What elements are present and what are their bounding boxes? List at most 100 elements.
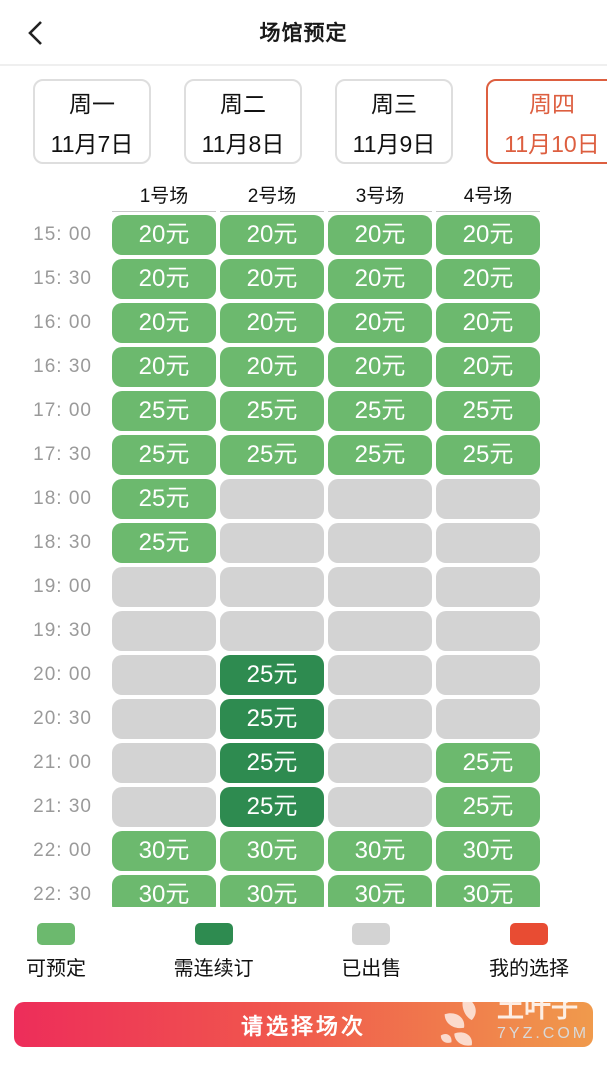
schedule-grid: 15: 00 20元 20元 20元 20元 15: 30 20元 20元 20元 20元 16: … [0, 215, 607, 907]
slot-cell-available[interactable]: 30元 [328, 831, 432, 871]
slot-cell-available[interactable]: 25元 [436, 787, 540, 827]
slot-cell-available[interactable]: 25元 [328, 435, 432, 475]
tab-date: 11月9日 [352, 130, 436, 157]
slot-cell-available[interactable]: 25元 [220, 391, 324, 431]
time-row: 18: 00 25元 [0, 479, 607, 519]
slot-cell-sold [436, 655, 540, 695]
time-label: 16: 00 [33, 312, 92, 333]
time-row: 22: 30 30元 30元 30元 30元 [0, 875, 607, 907]
legend-label: 我的选择 [488, 958, 569, 980]
slot-cell-available[interactable]: 30元 [436, 831, 540, 871]
time-row: 15: 00 20元 20元 20元 20元 [0, 215, 607, 255]
slot-cell-sold [328, 479, 432, 519]
select-session-button[interactable]: 请选择场次 [14, 1002, 593, 1047]
time-label: 16: 30 [33, 356, 92, 377]
time-label: 18: 30 [33, 532, 92, 553]
court-header-2: 2号场 [220, 181, 324, 212]
slot-cell-available[interactable]: 20元 [112, 215, 216, 255]
court-header-1: 1号场 [112, 181, 216, 212]
time-row: 17: 30 25元 25元 25元 25元 [0, 435, 607, 475]
tab-weekday: 周四 [529, 90, 575, 117]
slot-cell-sold [220, 611, 324, 651]
slot-cell-available[interactable]: 20元 [436, 259, 540, 299]
slot-cell-sold [328, 523, 432, 563]
legend-label: 可预定 [26, 958, 86, 980]
slot-cell-sold [328, 743, 432, 783]
tab-date: 11月7日 [50, 130, 134, 157]
legend-item-sold: 已出售 [341, 923, 401, 981]
slot-cell-available[interactable]: 20元 [112, 303, 216, 343]
slot-cell-sold [436, 699, 540, 739]
slot-cell-consecutive[interactable]: 25元 [220, 699, 324, 739]
slot-cell-available[interactable]: 20元 [328, 259, 432, 299]
slot-cell-available[interactable]: 25元 [436, 435, 540, 475]
time-row: 21: 30 25元 25元 [0, 787, 607, 827]
time-label: 19: 00 [33, 576, 92, 597]
date-tab-wed[interactable]: 周三 11月9日 [335, 79, 453, 164]
slot-cell-available[interactable]: 20元 [328, 347, 432, 387]
slot-cell-sold [328, 787, 432, 827]
slot-cell-consecutive[interactable]: 25元 [220, 787, 324, 827]
slot-cell-available[interactable]: 20元 [328, 215, 432, 255]
time-label: 21: 00 [33, 752, 92, 773]
chevron-left-icon [28, 21, 42, 45]
slot-cell-available[interactable]: 25元 [112, 435, 216, 475]
legend: 可预定 需连续订 已出售 我的选择 [0, 907, 607, 981]
slot-cell-available[interactable]: 25元 [436, 743, 540, 783]
slot-cell-available[interactable]: 20元 [436, 215, 540, 255]
time-row: 17: 00 25元 25元 25元 25元 [0, 391, 607, 431]
time-row: 16: 30 20元 20元 20元 20元 [0, 347, 607, 387]
time-row: 20: 00 25元 [0, 655, 607, 695]
time-label: 17: 00 [33, 400, 92, 421]
slot-cell-available[interactable]: 20元 [112, 259, 216, 299]
time-row: 15: 30 20元 20元 20元 20元 [0, 259, 607, 299]
slot-cell-consecutive[interactable]: 25元 [220, 655, 324, 695]
slot-cell-available[interactable]: 20元 [112, 347, 216, 387]
legend-swatch-consecutive [194, 923, 233, 945]
slot-cell-available[interactable]: 20元 [328, 303, 432, 343]
legend-item-selected: 我的选择 [489, 923, 569, 981]
date-tab-tue[interactable]: 周二 11月8日 [184, 79, 302, 164]
date-tab-bar: 周一 11月7日 周二 11月8日 周三 11月9日 周四 11月10日 [0, 66, 607, 164]
slot-cell-available[interactable]: 30元 [220, 831, 324, 871]
slot-cell-sold [112, 787, 216, 827]
slot-cell-available[interactable]: 30元 [220, 875, 324, 907]
tab-weekday: 周一 [69, 90, 115, 117]
time-label: 17: 30 [33, 444, 92, 465]
court-header-row: 1号场 2号场 3号场 4号场 [0, 181, 607, 212]
slot-cell-sold [220, 523, 324, 563]
date-tab-mon[interactable]: 周一 11月7日 [33, 79, 151, 164]
time-row: 16: 00 20元 20元 20元 20元 [0, 303, 607, 343]
slot-cell-available[interactable]: 25元 [112, 391, 216, 431]
tab-weekday: 周二 [220, 90, 266, 117]
slot-cell-available[interactable]: 30元 [112, 831, 216, 871]
slot-cell-available[interactable]: 30元 [328, 875, 432, 907]
app-bar: 场馆预定 [0, 0, 607, 66]
slot-cell-sold [112, 611, 216, 651]
slot-cell-sold [436, 611, 540, 651]
slot-cell-available[interactable]: 25元 [220, 435, 324, 475]
slot-cell-available[interactable]: 25元 [328, 391, 432, 431]
time-label: 20: 30 [33, 708, 92, 729]
slot-cell-available[interactable]: 20元 [436, 303, 540, 343]
slot-cell-available[interactable]: 20元 [220, 259, 324, 299]
slot-cell-consecutive[interactable]: 25元 [220, 743, 324, 783]
slot-cell-available[interactable]: 25元 [436, 391, 540, 431]
slot-cell-available[interactable]: 25元 [112, 479, 216, 519]
slot-cell-sold [220, 479, 324, 519]
back-button[interactable] [20, 18, 50, 48]
slot-cell-available[interactable]: 20元 [220, 215, 324, 255]
slot-cell-sold [112, 699, 216, 739]
time-label: 18: 00 [33, 488, 92, 509]
slot-cell-available[interactable]: 20元 [220, 347, 324, 387]
time-row: 20: 30 25元 [0, 699, 607, 739]
page-title: 场馆预定 [259, 22, 348, 45]
date-tab-thu-selected[interactable]: 周四 11月10日 [486, 79, 607, 164]
slot-cell-sold [328, 699, 432, 739]
slot-cell-available[interactable]: 20元 [220, 303, 324, 343]
slot-cell-available[interactable]: 25元 [112, 523, 216, 563]
legend-swatch-available [37, 923, 75, 945]
slot-cell-available[interactable]: 30元 [436, 875, 540, 907]
slot-cell-available[interactable]: 30元 [112, 875, 216, 907]
slot-cell-available[interactable]: 20元 [436, 347, 540, 387]
